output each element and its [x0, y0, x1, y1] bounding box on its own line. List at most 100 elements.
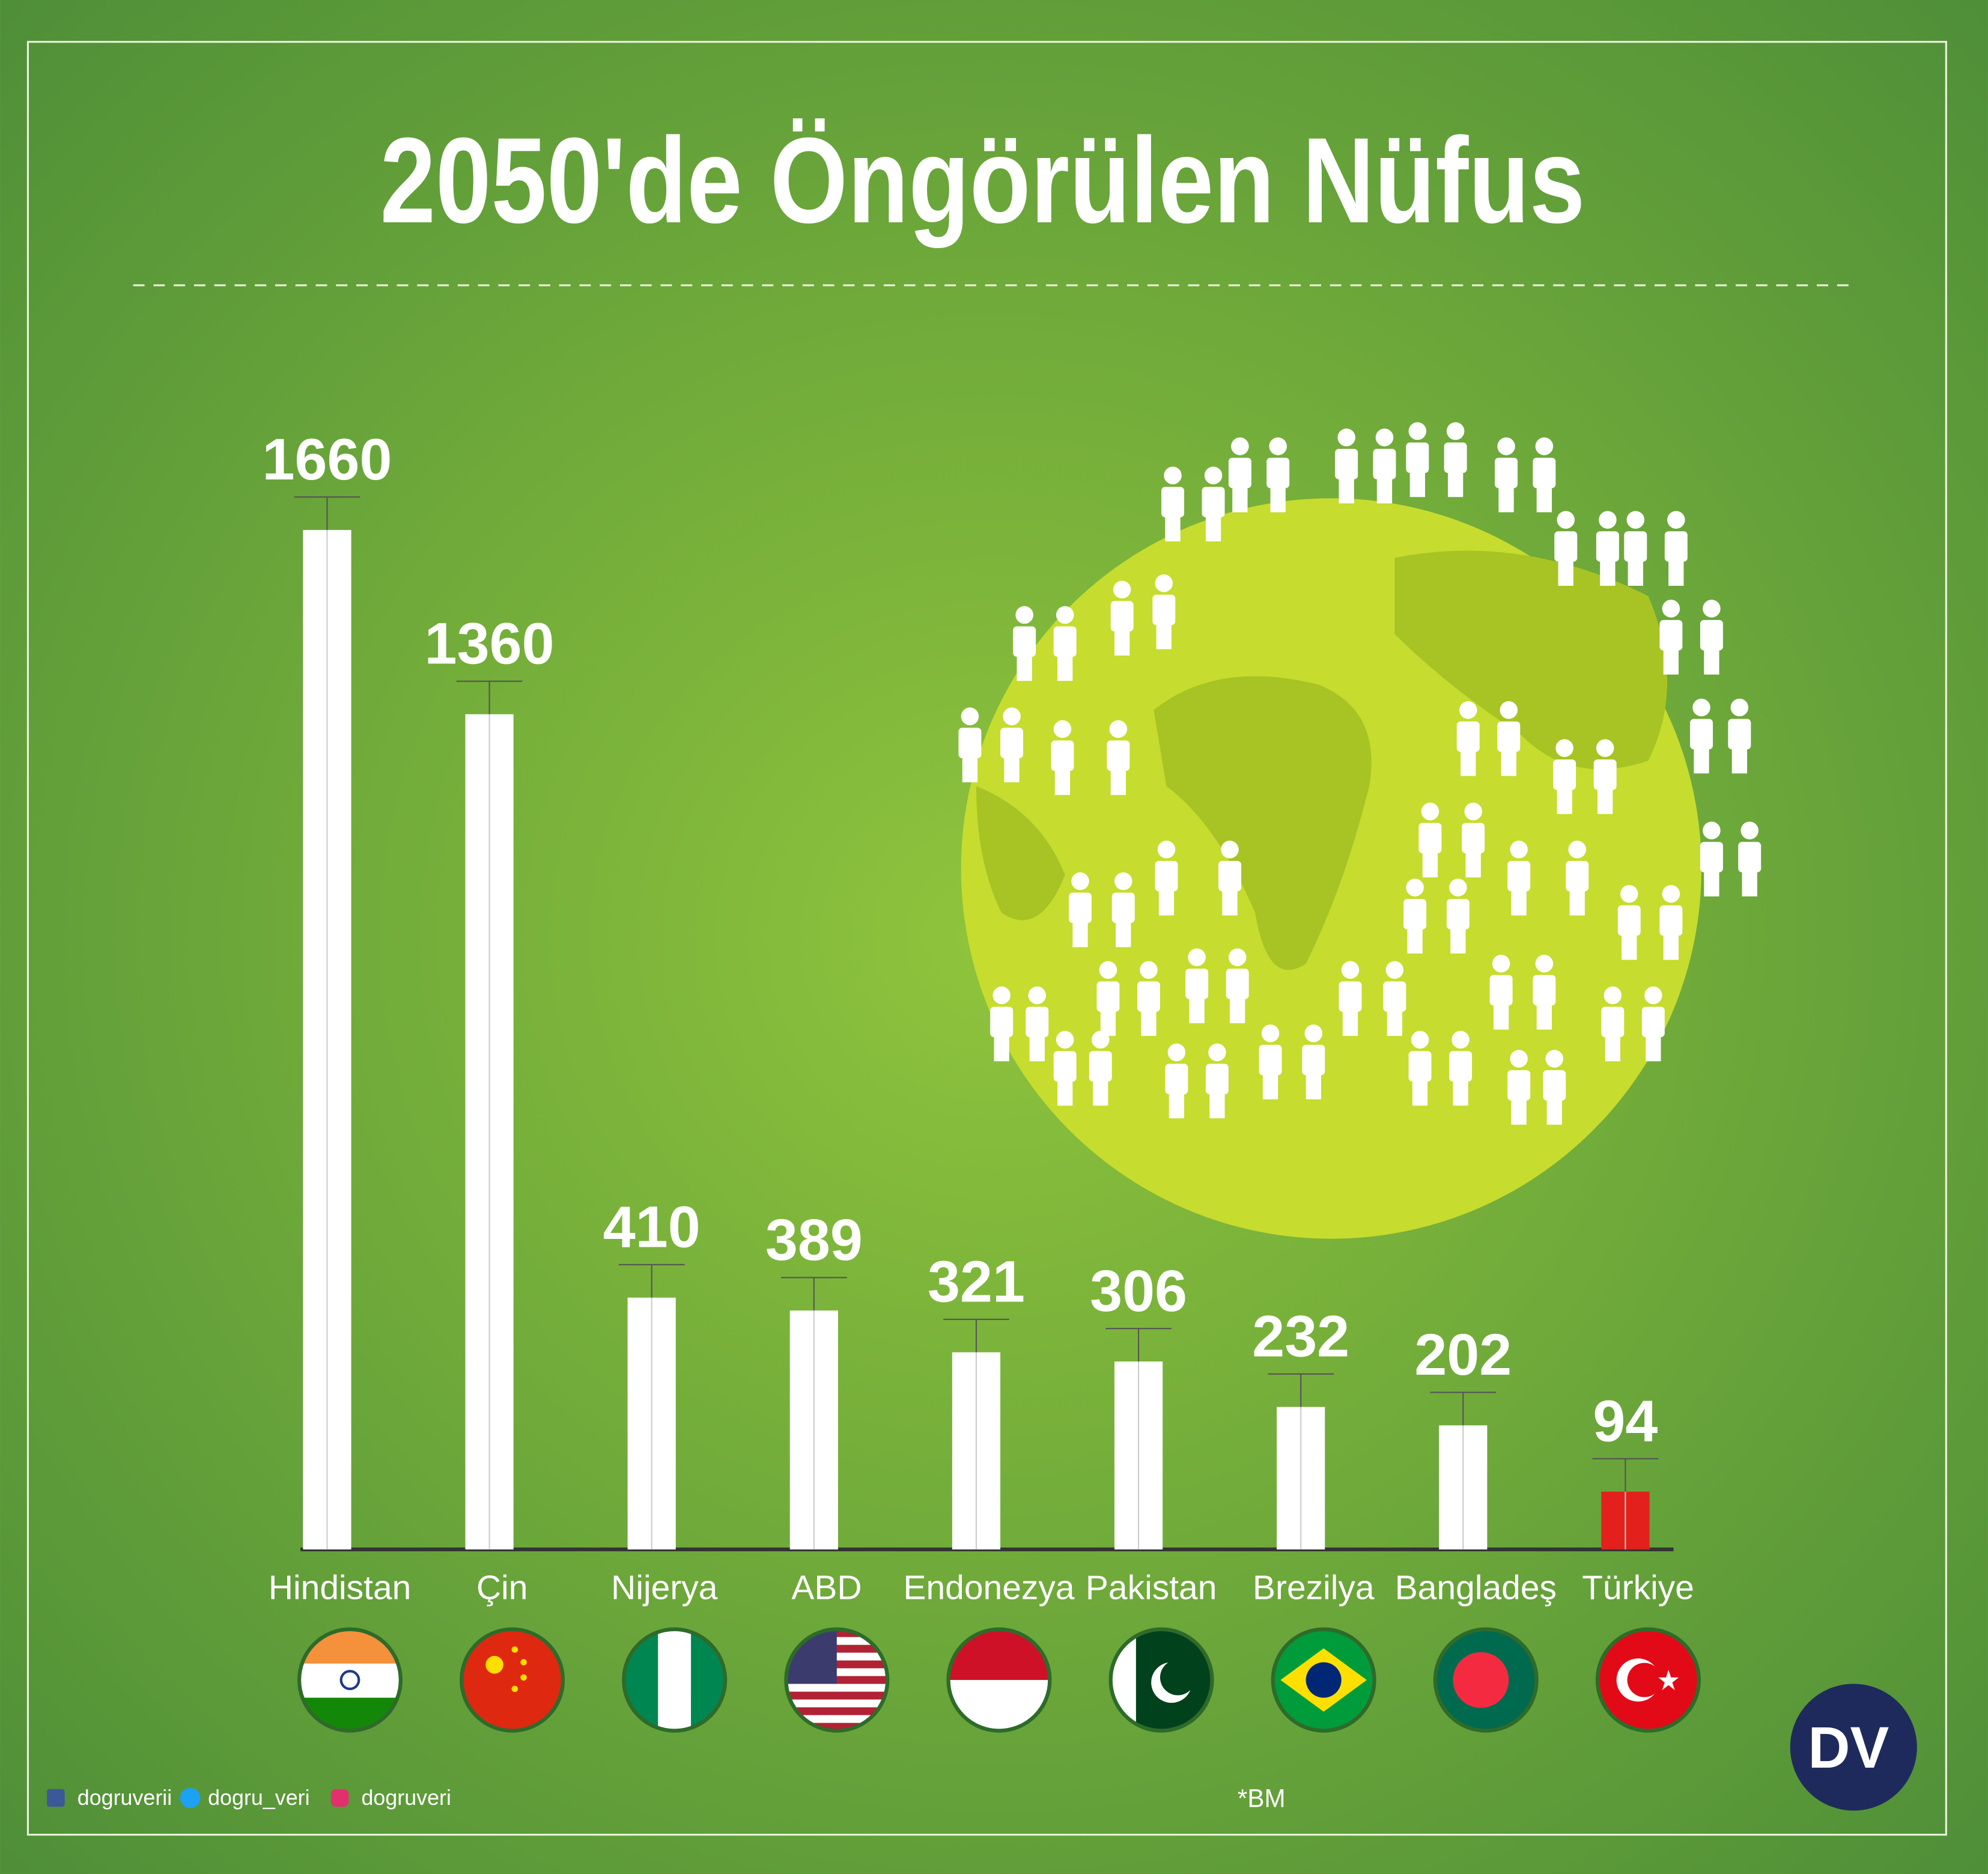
person-body [1185, 969, 1209, 999]
person-body [1228, 457, 1251, 488]
person-head [1662, 600, 1680, 618]
person-body [1000, 728, 1024, 758]
flag-ring [622, 1627, 728, 1733]
person-head [1099, 961, 1117, 979]
person-body [1339, 981, 1362, 1012]
person-head [1406, 878, 1424, 896]
person-legs [1412, 1080, 1428, 1106]
logo: DV [1808, 1715, 1889, 1780]
person-head [1015, 606, 1033, 624]
flag-ring [784, 1627, 890, 1733]
person-body [1601, 1006, 1625, 1038]
social-facebook: dogruverii [78, 1786, 172, 1810]
footer: dogruverii dogru_veri dogruveri *BM DV [47, 1684, 1917, 1813]
flag [461, 1629, 564, 1731]
person-body [1495, 457, 1518, 488]
person-body [1373, 449, 1396, 479]
logo-badge [1790, 1684, 1917, 1811]
person-body [1069, 892, 1092, 923]
value-label: 1660 [263, 427, 392, 492]
person-legs [1270, 487, 1286, 513]
person-body [1202, 487, 1225, 517]
person-legs [1029, 1036, 1045, 1062]
person-legs [1156, 624, 1172, 650]
person-legs [1057, 1080, 1073, 1106]
flag-part [520, 1659, 527, 1666]
flag [1435, 1629, 1537, 1731]
flag-part [786, 1707, 888, 1715]
person-body [1096, 981, 1120, 1012]
person-legs [1668, 560, 1684, 586]
continents [976, 550, 1668, 970]
person-head [1464, 802, 1482, 821]
value-label: 202 [1414, 1322, 1512, 1387]
flag-part [511, 1685, 518, 1693]
person-head [1056, 1030, 1074, 1049]
person-head [1157, 841, 1176, 859]
value-label: 1360 [425, 611, 555, 677]
person-head [1304, 1024, 1323, 1042]
person-legs [1622, 934, 1637, 960]
person-legs [1557, 788, 1572, 814]
person-head [1662, 884, 1680, 903]
person-head [1545, 1050, 1564, 1068]
person-head [1228, 948, 1247, 967]
person-legs [1422, 852, 1438, 878]
person-legs [1731, 748, 1748, 774]
person-body [1111, 892, 1135, 923]
person-body [1026, 1006, 1049, 1038]
person-body [1449, 1051, 1473, 1082]
person-body [1335, 449, 1358, 479]
person-legs [1498, 487, 1514, 513]
person-head [1568, 841, 1587, 859]
person-head [1451, 1030, 1470, 1049]
flag-part [786, 1691, 888, 1700]
person-head [1341, 961, 1360, 979]
person-body [1226, 969, 1249, 999]
person-head [1056, 606, 1074, 624]
person-body [1624, 531, 1647, 562]
person-body [1507, 1070, 1531, 1101]
person-legs [1116, 922, 1131, 948]
person-head [1003, 707, 1021, 726]
person-legs [1057, 656, 1073, 681]
person-legs [1409, 472, 1425, 497]
value-label: 321 [928, 1249, 1025, 1315]
flag-ring [460, 1627, 565, 1733]
person-body [990, 1006, 1014, 1038]
person-legs [1205, 516, 1221, 542]
person-legs [1165, 516, 1181, 542]
person-legs [1704, 649, 1719, 675]
person-legs [1222, 890, 1238, 916]
person-legs [1262, 1074, 1278, 1100]
person-legs [1450, 928, 1466, 954]
person-body [1617, 905, 1641, 936]
category-label: Türkiye [1582, 1568, 1694, 1607]
person-head [1155, 574, 1173, 592]
person-body [1553, 759, 1576, 790]
person-legs [994, 1036, 1009, 1062]
category-label: Çin [476, 1568, 527, 1607]
person-body [1013, 626, 1036, 657]
person-legs [1230, 997, 1245, 1023]
person-head [1408, 422, 1427, 440]
person-head [961, 707, 979, 726]
person-legs [1605, 1036, 1620, 1062]
person-legs [1141, 1010, 1157, 1036]
person-head [1375, 428, 1394, 446]
person-body [1664, 531, 1688, 562]
person-body [1403, 899, 1427, 929]
person-head [1028, 986, 1047, 1005]
person-body [1566, 860, 1589, 892]
person-head [1164, 466, 1182, 485]
value-label: 94 [1593, 1389, 1658, 1454]
person-head [992, 986, 1011, 1005]
person-head [1261, 1024, 1280, 1042]
person-body [1383, 981, 1406, 1012]
flag-ring [1433, 1627, 1539, 1733]
facebook-icon [47, 1789, 65, 1807]
person-body [1165, 1063, 1188, 1095]
person-head [1449, 878, 1467, 896]
person-body [1155, 860, 1178, 892]
person-legs [1465, 852, 1481, 878]
